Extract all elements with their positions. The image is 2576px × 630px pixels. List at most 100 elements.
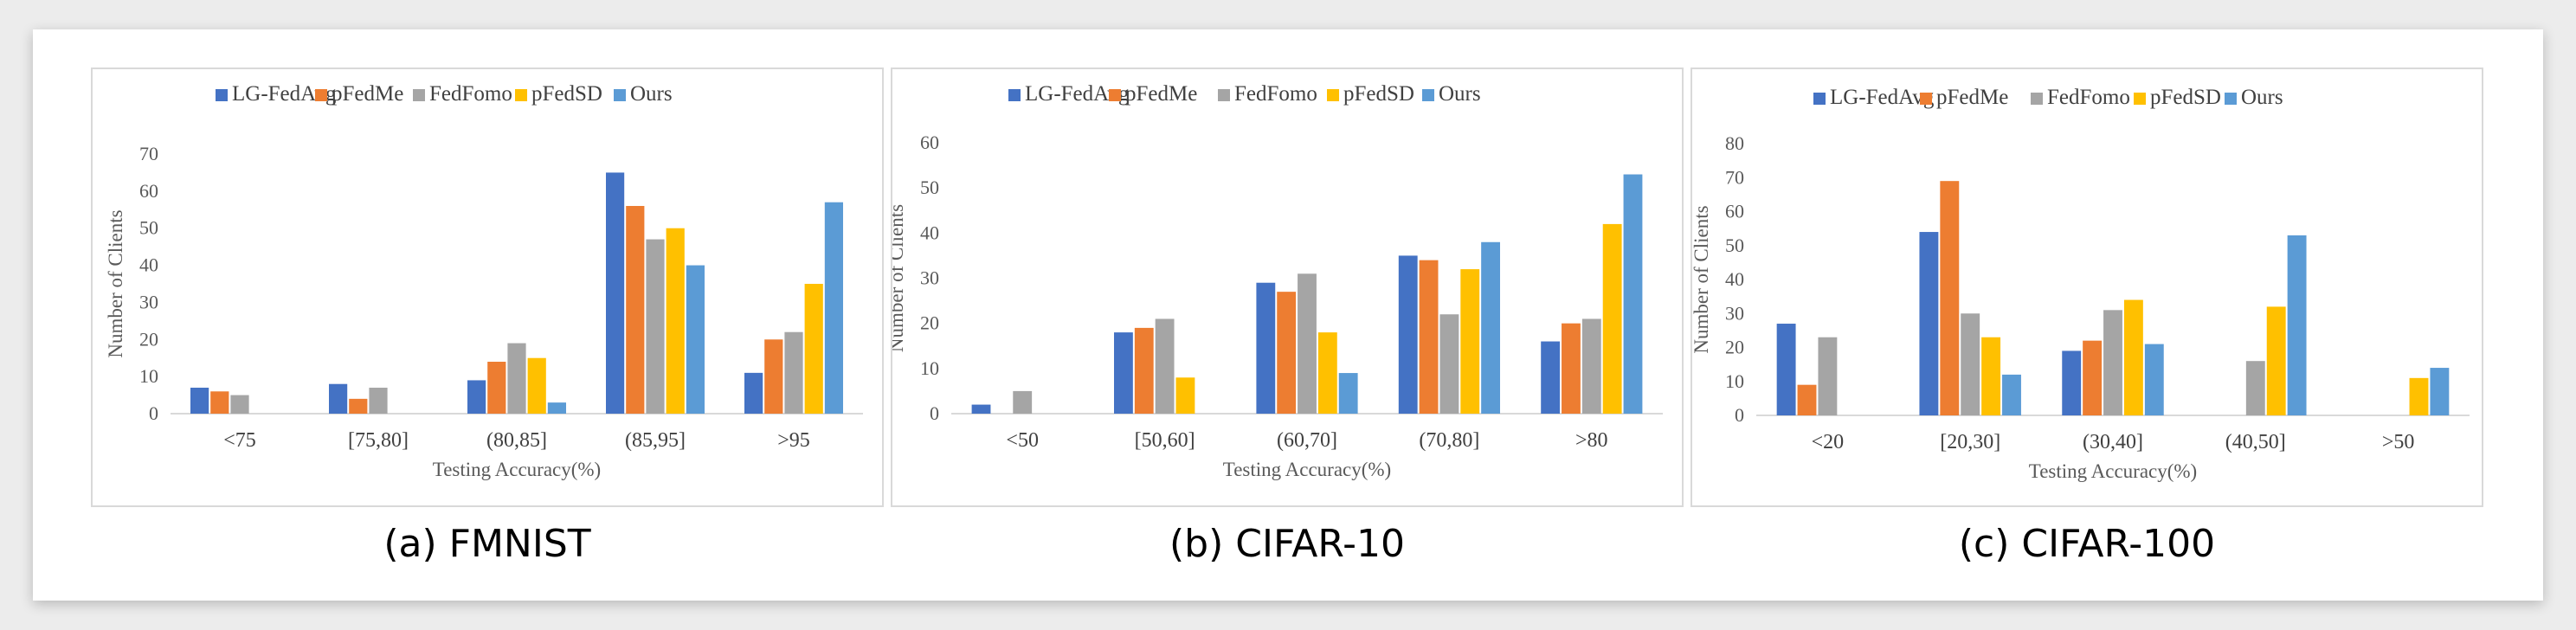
x-tick-label: (40,50] [2225, 431, 2286, 453]
x-axis-label: Testing Accuracy(%) [433, 459, 601, 480]
y-tick-label: 60 [920, 132, 939, 153]
x-tick-label: (30,40] [2083, 431, 2143, 453]
bar-fedfomo-3 [2245, 361, 2265, 415]
x-axis-label: Testing Accuracy(%) [2029, 460, 2197, 482]
bar-lg-fedavg-1 [1114, 332, 1133, 414]
legend-swatch-2 [2031, 93, 2043, 105]
legend-swatch-3 [1327, 89, 1339, 101]
y-tick-label: 20 [1725, 337, 1744, 358]
bar-fedfomo-1 [1961, 313, 1980, 415]
bar-pfedme-4 [1562, 323, 1581, 414]
legend-swatch-3 [515, 89, 527, 101]
bar-pfedme-2 [1277, 292, 1297, 414]
x-tick-label: (85,95] [625, 429, 686, 452]
legend-label-2: FedFomo [2047, 86, 2130, 109]
bar-lg-fedavg-0 [190, 388, 209, 414]
bar-pfedme-2 [487, 362, 506, 414]
legend-swatch-1 [315, 89, 327, 101]
bar-lg-fedavg-2 [467, 380, 486, 414]
bar-pfedme-0 [1797, 384, 1817, 415]
y-tick-label: 0 [930, 402, 939, 424]
legend-swatch-0 [1813, 93, 1826, 105]
legend-label-2: FedFomo [1234, 82, 1317, 106]
y-tick-label: 60 [139, 180, 158, 202]
x-tick-label: <50 [1006, 429, 1039, 452]
bar-pfedsd-4 [2409, 377, 2429, 415]
legend-label-0: LG-FedAvg [1830, 86, 1935, 109]
y-tick-label: 80 [1725, 132, 1744, 154]
y-tick-label: 30 [1725, 302, 1744, 324]
bar-lg-fedavg-4 [1541, 341, 1561, 414]
bar-ours-3 [1481, 241, 1500, 414]
bar-ours-4 [2430, 368, 2450, 415]
legend-swatch-0 [216, 89, 228, 101]
bar-pfedsd-4 [1602, 223, 1622, 414]
legend-swatch-4 [1422, 89, 1434, 101]
y-tick-label: 0 [1735, 404, 1744, 426]
y-axis-label: Number of Clients [105, 209, 126, 357]
bar-pfedsd-2 [2123, 299, 2143, 415]
bar-lg-fedavg-1 [329, 383, 348, 414]
bar-fedfomo-4 [1581, 318, 1601, 414]
bar-lg-fedavg-0 [971, 404, 991, 414]
y-tick-label: 50 [139, 217, 158, 239]
y-tick-label: 50 [1725, 235, 1744, 256]
bar-ours-2 [547, 402, 566, 414]
legend-label-1: pFedMe [332, 82, 403, 106]
legend-swatch-2 [1218, 89, 1230, 101]
caption-fmnist: (a) FMNIST [383, 522, 591, 566]
y-tick-label: 60 [1725, 201, 1744, 222]
bar-fedfomo-0 [1013, 390, 1033, 414]
legend-swatch-2 [413, 89, 425, 101]
bar-lg-fedavg-2 [1256, 282, 1276, 414]
bar-fedfomo-4 [784, 331, 803, 414]
legend-label-3: pFedSD [2150, 86, 2221, 109]
legend-label-4: Ours [2241, 86, 2283, 109]
x-tick-label: <75 [223, 429, 256, 452]
x-tick-label: [50,60] [1135, 429, 1195, 452]
legend-swatch-0 [1008, 89, 1021, 101]
y-tick-label: 0 [149, 402, 158, 424]
bar-fedfomo-1 [1155, 318, 1175, 414]
y-tick-label: 30 [920, 267, 939, 289]
y-tick-label: 70 [139, 143, 158, 164]
bar-pfedme-2 [2083, 340, 2103, 415]
bar-ours-3 [686, 265, 705, 414]
x-tick-label: (80,85] [486, 429, 547, 452]
y-tick-label: 20 [139, 328, 158, 350]
y-axis-label: Number of Clients [892, 204, 907, 352]
bar-ours-1 [2002, 374, 2021, 415]
bar-fedfomo-2 [2103, 310, 2122, 415]
bar-pfedme-0 [210, 391, 229, 414]
legend-swatch-1 [1920, 93, 1932, 105]
legend-label-4: Ours [630, 82, 673, 106]
bar-lg-fedavg-0 [1776, 324, 1796, 415]
legend-label-1: pFedMe [1125, 82, 1197, 106]
bar-lg-fedavg-3 [1398, 255, 1418, 414]
x-tick-label: [20,30] [1940, 431, 2000, 453]
bar-pfedsd-4 [804, 284, 823, 414]
bar-pfedsd-2 [527, 357, 546, 414]
caption-cifar10: (b) CIFAR-10 [1169, 522, 1405, 566]
y-tick-label: 10 [1725, 370, 1744, 392]
bar-lg-fedavg-4 [744, 372, 763, 414]
chart-panel-cifar100: LG-FedAvg pFedMe FedFomo pFedSD Ours 0 10 20 30 4… [1690, 68, 2483, 507]
bar-pfedsd-3 [2266, 306, 2286, 415]
legend-label-1: pFedMe [1936, 86, 2008, 109]
x-tick-label: (70,80] [1419, 429, 1479, 452]
bar-pfedsd-1 [1981, 337, 2001, 415]
bar-pfedme-3 [1419, 260, 1439, 414]
bar-fedfomo-2 [507, 343, 526, 414]
bar-lg-fedavg-3 [606, 172, 625, 414]
chart-panel-cifar10: LG-FedAvg pFedMe FedFomo pFedSD Ours 0 10 20 30 4… [891, 68, 1684, 507]
bar-fedfomo-0 [1818, 337, 1838, 415]
x-axis-label: Testing Accuracy(%) [1223, 459, 1391, 480]
bar-pfedsd-3 [666, 228, 685, 414]
y-tick-label: 10 [139, 365, 158, 387]
x-tick-label: (60,70] [1277, 429, 1337, 452]
bar-pfedme-1 [349, 398, 368, 414]
y-tick-label: 20 [920, 312, 939, 334]
y-tick-label: 40 [920, 222, 939, 243]
